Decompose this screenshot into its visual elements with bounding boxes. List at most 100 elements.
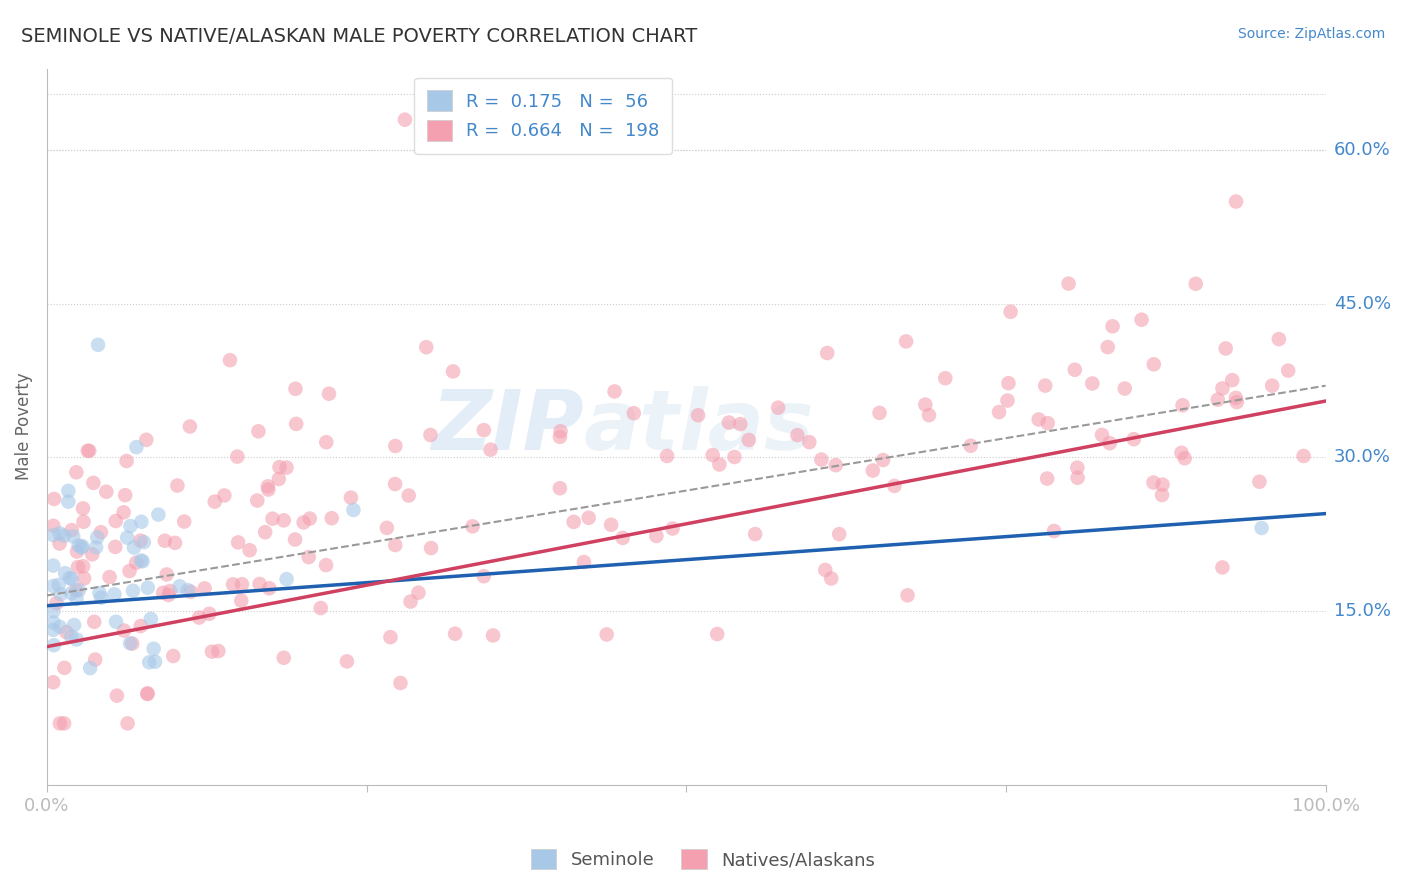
Point <box>828 527 851 541</box>
Point <box>309 601 332 615</box>
Point <box>869 406 891 420</box>
Point <box>198 607 221 621</box>
Point <box>479 442 502 457</box>
Point <box>959 439 981 453</box>
Point <box>257 483 280 497</box>
Point <box>399 594 422 608</box>
Legend: Seminole, Natives/Alaskans: Seminole, Natives/Alaskans <box>522 839 884 879</box>
Point <box>247 425 270 439</box>
Point <box>548 430 571 444</box>
Point <box>550 424 572 438</box>
Point <box>239 543 262 558</box>
Text: SEMINOLE VS NATIVE/ALASKAN MALE POVERTY CORRELATION CHART: SEMINOLE VS NATIVE/ALASKAN MALE POVERTY … <box>21 27 697 45</box>
Point <box>49 587 72 601</box>
Point <box>1081 376 1104 391</box>
Point <box>284 382 307 396</box>
Point <box>60 572 83 586</box>
Point <box>441 364 464 378</box>
Point <box>53 716 76 731</box>
Point <box>415 340 437 354</box>
Point <box>136 581 159 595</box>
Point <box>1211 381 1233 395</box>
Point <box>90 591 112 605</box>
Point <box>42 623 65 637</box>
Point <box>105 615 128 629</box>
Point <box>799 435 821 450</box>
Point <box>1220 373 1243 387</box>
Point <box>1091 428 1114 442</box>
Point <box>42 615 65 630</box>
Point <box>53 529 76 543</box>
Point <box>730 417 752 431</box>
Point <box>125 556 148 570</box>
Point <box>1206 392 1229 407</box>
Point <box>934 371 956 385</box>
Point <box>1170 446 1192 460</box>
Point <box>342 503 364 517</box>
Point <box>120 636 142 650</box>
Point <box>72 559 94 574</box>
Point <box>45 596 67 610</box>
Point <box>48 620 70 634</box>
Point <box>104 514 127 528</box>
Point <box>83 615 105 629</box>
Point <box>115 531 138 545</box>
Point <box>340 491 363 505</box>
Point <box>65 591 87 606</box>
Point <box>65 583 87 598</box>
Point <box>53 661 76 675</box>
Point <box>1171 398 1194 412</box>
Point <box>67 539 90 553</box>
Point <box>285 417 308 431</box>
Point <box>117 716 139 731</box>
Point <box>1277 363 1299 377</box>
Point <box>380 630 402 644</box>
Point <box>1097 340 1119 354</box>
Point <box>655 449 678 463</box>
Point <box>273 650 295 665</box>
Point <box>444 626 467 640</box>
Point <box>122 583 145 598</box>
Point <box>129 553 152 567</box>
Point <box>226 450 249 464</box>
Point <box>136 687 159 701</box>
Point <box>1036 471 1059 485</box>
Point <box>136 686 159 700</box>
Point <box>48 526 70 541</box>
Point <box>1143 357 1166 371</box>
Point <box>389 676 412 690</box>
Point <box>63 618 86 632</box>
Text: atlas: atlas <box>583 386 814 467</box>
Point <box>194 582 217 596</box>
Point <box>1043 524 1066 538</box>
Point <box>918 408 941 422</box>
Point <box>1261 378 1284 392</box>
Point <box>572 555 595 569</box>
Point <box>914 398 936 412</box>
Point <box>256 479 278 493</box>
Point <box>231 577 253 591</box>
Point <box>709 458 731 472</box>
Text: 60.0%: 60.0% <box>1334 141 1391 160</box>
Point <box>162 648 184 663</box>
Point <box>623 406 645 420</box>
Point <box>222 577 245 591</box>
Point <box>60 629 83 643</box>
Point <box>73 571 96 585</box>
Point <box>201 645 224 659</box>
Point <box>1174 451 1197 466</box>
Point <box>84 541 107 555</box>
Point <box>578 510 600 524</box>
Point <box>384 439 406 453</box>
Point <box>1033 378 1056 392</box>
Point <box>129 533 152 548</box>
Point <box>315 558 337 573</box>
Point <box>42 675 65 690</box>
Point <box>612 531 634 545</box>
Point <box>70 541 93 555</box>
Point <box>1114 382 1136 396</box>
Point <box>65 465 87 479</box>
Point <box>246 493 269 508</box>
Point <box>686 409 709 423</box>
Point <box>262 511 284 525</box>
